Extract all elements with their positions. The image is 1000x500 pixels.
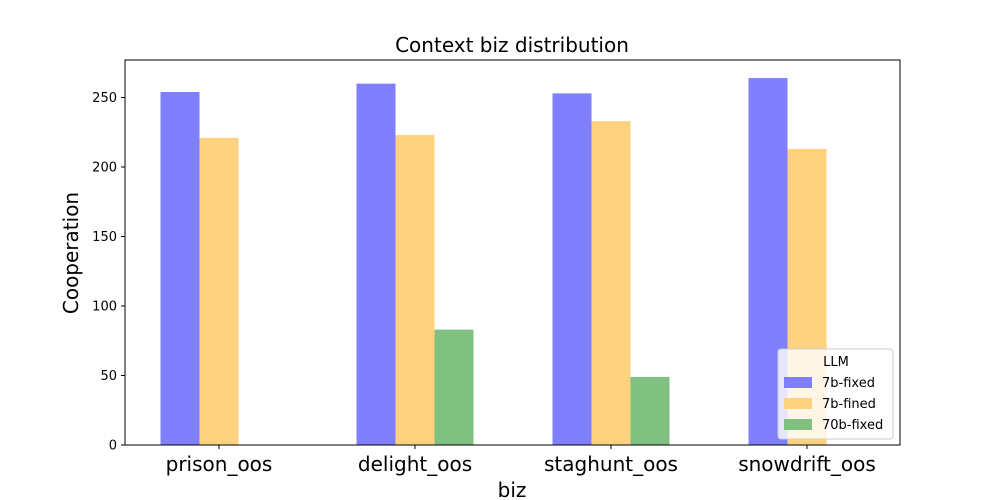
legend: LLM 7b-fixed 7b-fined 70b-fixed bbox=[777, 348, 894, 440]
legend-swatch-7b-fixed bbox=[784, 377, 812, 388]
legend-frame bbox=[777, 348, 894, 440]
bar-7b-fixed-staghunt_oos bbox=[552, 93, 592, 446]
legend-title: LLM bbox=[823, 355, 849, 370]
y-axis-label: Cooperation bbox=[59, 192, 83, 314]
bar-7b-fined-prison_oos bbox=[199, 137, 239, 446]
y-axis-ticks: 0 50 100 150 200 250 bbox=[92, 91, 125, 454]
legend-label-70b-fixed: 70b-fixed bbox=[822, 418, 883, 433]
y-tick-label: 0 bbox=[109, 439, 117, 454]
x-tick-label: delight_oos bbox=[358, 452, 472, 476]
bar-7b-fixed-delight_oos bbox=[356, 83, 396, 445]
y-tick-label: 50 bbox=[100, 369, 117, 384]
x-tick-label: prison_oos bbox=[166, 452, 273, 476]
y-tick-label: 200 bbox=[92, 161, 117, 176]
bar-7b-fixed-prison_oos bbox=[160, 91, 200, 446]
legend-label-7b-fixed: 7b-fixed bbox=[822, 376, 875, 391]
x-axis-ticks: prison_oos delight_oos staghunt_oos snowdri… bbox=[166, 445, 876, 476]
plot-frame bbox=[124, 59, 901, 446]
chart-title: Context biz distribution bbox=[395, 33, 629, 57]
bars-layer bbox=[160, 78, 827, 446]
y-tick-label: 150 bbox=[92, 230, 117, 245]
legend-label-7b-fined: 7b-fined bbox=[822, 397, 876, 412]
legend-swatch-70b-fixed bbox=[784, 419, 812, 430]
axes-layer bbox=[124, 59, 901, 446]
bar-70b-fixed-delight_oos bbox=[434, 329, 474, 445]
x-tick-label: staghunt_oos bbox=[544, 452, 678, 476]
bar-70b-fixed-staghunt_oos bbox=[630, 376, 670, 445]
legend-entries: 7b-fixed 7b-fined 70b-fixed bbox=[784, 376, 883, 433]
x-tick-label: snowdrift_oos bbox=[738, 452, 876, 476]
y-tick-label: 100 bbox=[92, 300, 117, 315]
x-axis-label: biz bbox=[498, 478, 527, 500]
bar-7b-fined-delight_oos bbox=[395, 135, 435, 446]
y-tick-label: 250 bbox=[92, 91, 117, 106]
bar-7b-fined-staghunt_oos bbox=[591, 121, 631, 445]
legend-swatch-7b-fined bbox=[784, 398, 812, 409]
